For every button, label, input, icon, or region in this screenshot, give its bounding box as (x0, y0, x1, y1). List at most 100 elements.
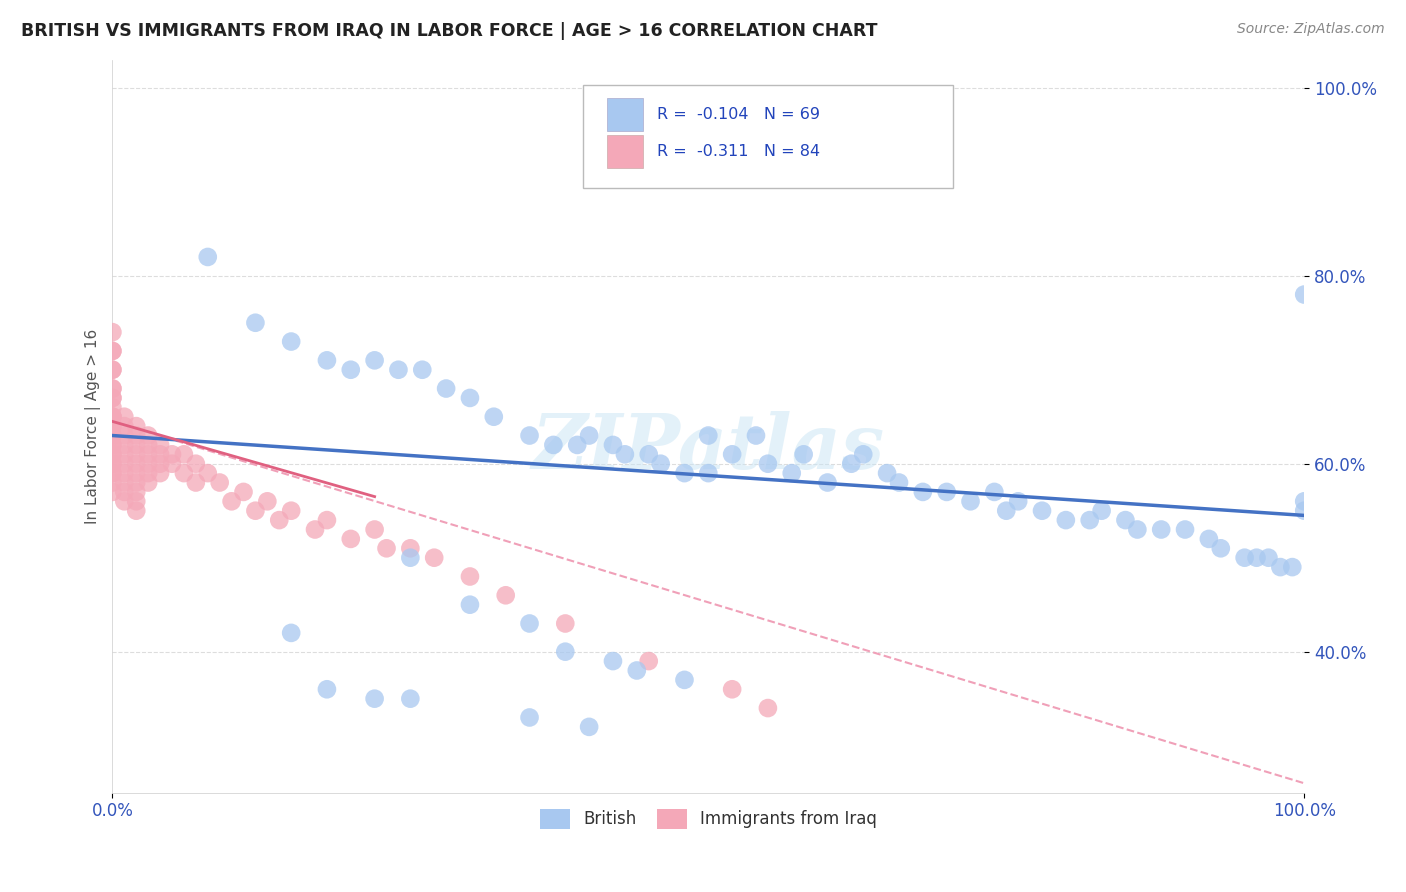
Point (495, 588, 517, 602)
Point (817, 475, 839, 490)
Point (458, 569, 481, 583)
Point (112, 494, 135, 508)
Point (101, 343, 124, 358)
Point (125, 447, 148, 461)
Text: ZIPatlas: ZIPatlas (531, 411, 884, 485)
Point (567, 438, 589, 452)
Point (112, 457, 135, 471)
Point (280, 504, 302, 518)
Point (149, 447, 172, 461)
Point (602, 654, 624, 668)
Point (184, 457, 207, 471)
Point (101, 391, 124, 405)
Point (280, 626, 302, 640)
Point (935, 484, 957, 499)
Point (112, 447, 135, 461)
Point (125, 504, 148, 518)
Point (876, 466, 898, 480)
Point (101, 382, 124, 396)
Point (578, 428, 600, 442)
Point (149, 466, 172, 480)
Point (101, 447, 124, 461)
Point (101, 363, 124, 377)
Point (1233, 550, 1256, 565)
Point (173, 466, 195, 480)
Point (101, 343, 124, 358)
Point (1281, 560, 1303, 574)
Point (650, 457, 672, 471)
Point (149, 457, 172, 471)
Point (101, 409, 124, 424)
Point (304, 523, 326, 537)
Point (184, 475, 207, 490)
Point (101, 457, 124, 471)
Point (1174, 523, 1197, 537)
Point (697, 428, 720, 442)
Point (780, 466, 803, 480)
Point (125, 475, 148, 490)
Point (112, 428, 135, 442)
FancyBboxPatch shape (583, 86, 953, 188)
Point (160, 457, 183, 471)
Point (101, 438, 124, 452)
Point (1091, 504, 1114, 518)
Point (721, 447, 744, 461)
Point (101, 457, 124, 471)
Point (101, 391, 124, 405)
Point (112, 409, 135, 424)
Point (101, 325, 124, 339)
Point (793, 447, 815, 461)
Point (280, 334, 302, 349)
Point (1294, 504, 1316, 518)
Point (136, 447, 159, 461)
Text: R =  -0.104   N = 69: R = -0.104 N = 69 (657, 107, 820, 122)
Point (101, 428, 124, 442)
Point (543, 438, 565, 452)
Point (399, 541, 422, 556)
Point (112, 438, 135, 452)
Point (316, 353, 339, 368)
Point (1294, 494, 1316, 508)
Point (101, 419, 124, 434)
Point (554, 645, 576, 659)
Point (256, 494, 278, 508)
Point (411, 363, 433, 377)
Point (1054, 513, 1077, 527)
Point (339, 363, 361, 377)
Point (637, 447, 659, 461)
Point (245, 316, 267, 330)
Point (911, 484, 934, 499)
Point (697, 466, 720, 480)
Point (626, 664, 648, 678)
Point (101, 419, 124, 434)
Point (578, 720, 600, 734)
Point (125, 466, 148, 480)
Point (136, 428, 159, 442)
Point (983, 484, 1005, 499)
Point (363, 353, 385, 368)
Point (959, 494, 981, 508)
Point (173, 447, 195, 461)
Point (745, 428, 768, 442)
Point (101, 466, 124, 480)
Point (125, 419, 148, 434)
Point (125, 457, 148, 471)
Point (1294, 287, 1316, 301)
Point (399, 550, 422, 565)
Point (1198, 532, 1220, 546)
Point (673, 466, 696, 480)
Point (756, 701, 779, 715)
Point (101, 401, 124, 415)
Point (125, 494, 148, 508)
Point (101, 382, 124, 396)
Point (316, 513, 339, 527)
Point (375, 541, 398, 556)
Point (363, 523, 385, 537)
Point (602, 438, 624, 452)
Point (112, 475, 135, 490)
Text: R =  -0.311   N = 84: R = -0.311 N = 84 (657, 145, 820, 159)
Point (1126, 523, 1149, 537)
Point (756, 457, 779, 471)
Point (136, 466, 159, 480)
Point (101, 475, 124, 490)
